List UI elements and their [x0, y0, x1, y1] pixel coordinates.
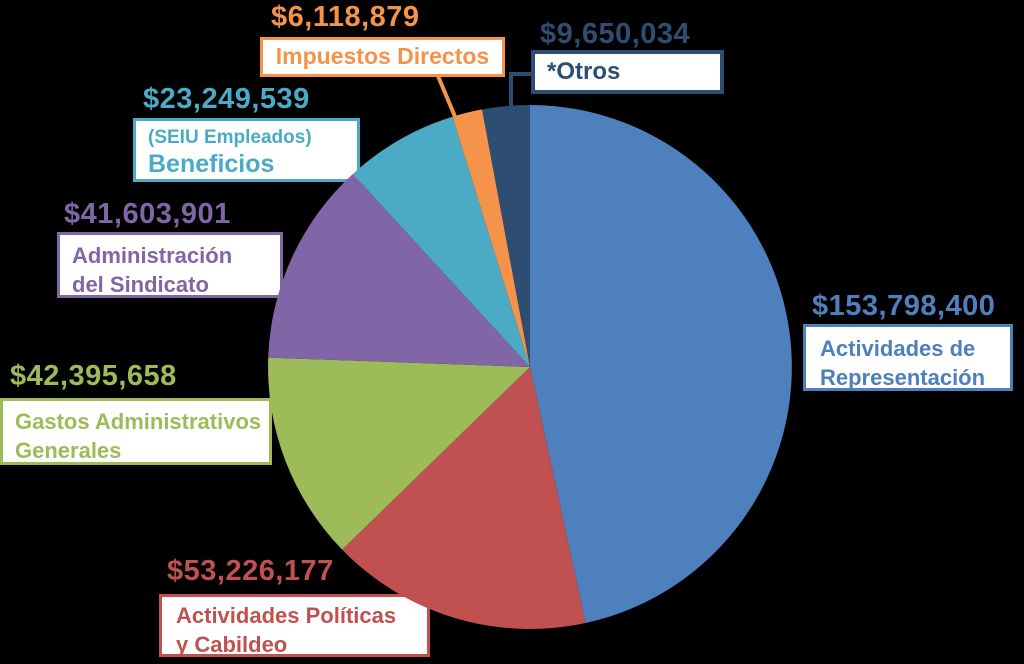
pie-slice-3 [268, 174, 530, 367]
amount-actividades-representacion: $153,798,400 [812, 290, 996, 322]
pie-slice-0 [530, 105, 792, 623]
pie-slice-2 [268, 357, 530, 550]
label-box-actividades-politicas: Actividades Políticas y Cabildeo [159, 594, 430, 657]
label-line: Gastos Administrativos [15, 409, 262, 434]
amount-gastos-administrativos: $42,395,658 [10, 360, 177, 392]
label-line: Administración [72, 243, 233, 268]
leader-line-otros [509, 72, 531, 114]
label-box-impuestos-directos: Impuestos Directos [260, 37, 505, 77]
label-box-gastos-administrativos: Gastos Administrativos Generales [0, 398, 272, 465]
label-line: Actividades de [820, 336, 976, 361]
label-line: *Otros [547, 58, 621, 85]
label-box-actividades-representacion: Actividades de Representación [803, 324, 1013, 391]
pie-slice-4 [352, 116, 530, 367]
label-line: Generales [15, 438, 122, 463]
amount-beneficios: $23,249,539 [143, 83, 310, 115]
pie-slice-1 [342, 367, 586, 629]
label-line: (SEIU Empleados) [148, 127, 312, 148]
pie-slice-6 [482, 104, 530, 367]
label-line: Impuestos Directos [275, 43, 490, 69]
amount-impuestos-directos: $6,118,879 [271, 1, 420, 33]
pie-slices [268, 104, 792, 629]
amount-otros: $9,650,034 [540, 18, 691, 50]
label-line: Actividades Políticas [176, 603, 397, 628]
label-line: y Cabildeo [176, 632, 288, 657]
leader-line-impuestos-directos [436, 75, 458, 120]
pie-slice-5 [452, 109, 530, 368]
label-line: del Sindicato [72, 272, 209, 297]
amount-administracion-sindicato: $41,603,901 [64, 198, 231, 230]
label-line: Beneficios [148, 150, 275, 178]
label-box-otros: *Otros [531, 50, 724, 94]
amount-actividades-politicas: $53,226,177 [167, 555, 334, 587]
label-line: Representación [820, 365, 986, 390]
label-box-beneficios: (SEIU Empleados) Beneficios [133, 118, 360, 182]
label-box-administracion-sindicato: Administración del Sindicato [57, 232, 283, 298]
